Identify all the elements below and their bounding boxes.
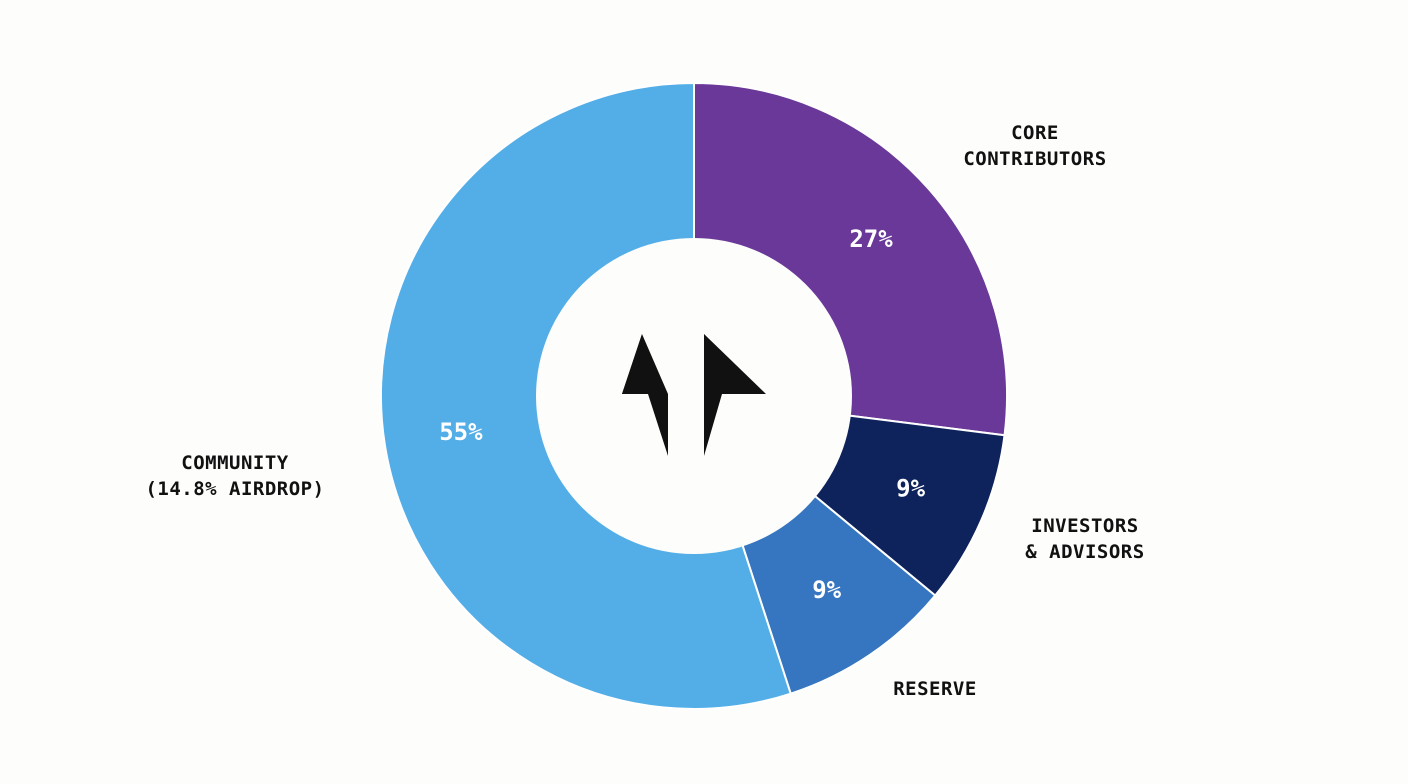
label-investors-advisors: INVESTORS & ADVISORS	[1000, 513, 1170, 565]
label-line: CONTRIBUTORS	[963, 148, 1107, 170]
label-core-contributors: CORE CONTRIBUTORS	[920, 120, 1150, 172]
label-line: (14.8% AIRDROP)	[145, 478, 325, 500]
donut-hole	[536, 238, 852, 554]
label-line: CORE	[1011, 122, 1059, 144]
label-reserve: RESERVE	[860, 676, 1010, 702]
label-line: COMMUNITY	[181, 452, 289, 474]
slice-value-label: 27%	[849, 225, 893, 253]
label-line: RESERVE	[893, 678, 977, 700]
slice-value-label: 9%	[896, 475, 925, 503]
slice-value-label: 55%	[439, 418, 483, 446]
slice-value-label: 9%	[812, 576, 841, 604]
label-line: INVESTORS	[1031, 515, 1139, 537]
label-line: & ADVISORS	[1025, 541, 1145, 563]
label-community: COMMUNITY (14.8% AIRDROP)	[110, 450, 360, 502]
double-up-arrow-logo-icon	[622, 334, 766, 456]
